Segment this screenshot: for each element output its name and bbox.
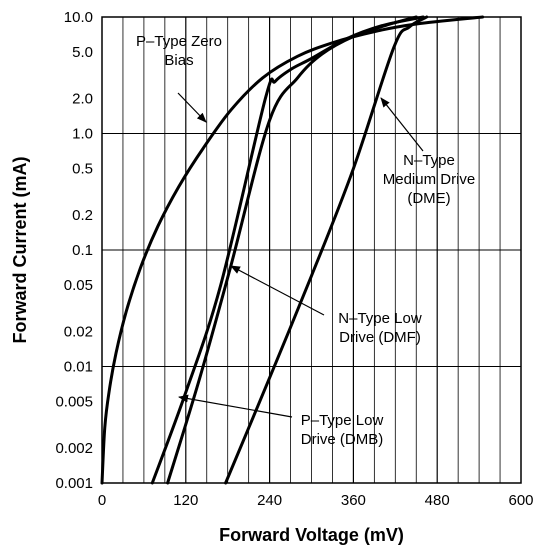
annotation-label: N–Type Medium Drive (DME) [383,152,476,207]
y-tick-label: 0.001 [55,475,93,492]
annotation-label: P–Type Low Drive (DMB) [301,412,384,448]
y-tick-label: 2.0 [72,90,93,107]
x-tick-label: 0 [98,492,106,509]
x-tick-label: 240 [257,492,282,509]
annotation-n-type-medium-drive: N–Type Medium Drive (DME) [380,97,476,207]
x-tick-label: 120 [173,492,198,509]
y-tick-label: 0.5 [72,161,93,178]
y-tick-label: 1.0 [72,126,93,143]
plot-frame [101,16,522,484]
y-tick-label: 0.05 [64,277,93,294]
n-type-medium-drive-curve [224,15,429,485]
annotation-arrow [178,394,293,418]
annotation-p-type-zero-bias: P–Type Zero Bias [136,33,222,123]
x-tick-label: 360 [341,492,366,509]
y-tick-label: 0.002 [55,440,93,457]
annotation-label: N–Type Low Drive (DMF) [338,310,422,346]
y-tick-label: 5.0 [72,44,93,61]
grid [102,17,521,483]
y-tick-label: 0.02 [64,323,93,340]
y-tick-label: 10.0 [64,9,93,26]
y-tick-label: 0.1 [72,242,93,259]
annotation-n-type-low-drive: N–Type Low Drive (DMF) [230,265,422,346]
annotations: P–Type Zero Bias N–Type Medium Drive (DME) N–… [136,33,475,448]
tick-labels: 0.001 0.002 0.005 0.01 0.02 0.05 0.1 0.2 0.5 1.0 2… [55,9,533,509]
annotation-arrow [177,92,207,123]
annotation-label: P–Type Zero Bias [136,33,222,69]
n-type-low-drive-curve [166,15,418,485]
annotation-p-type-low-drive: P–Type Low Drive (DMB) [178,394,384,448]
annotation-arrow [230,265,325,316]
y-tick-label: 0.2 [72,207,93,224]
x-axis-title: Forward Voltage (mV) [219,525,404,545]
y-tick-label: 0.005 [55,394,93,411]
y-tick-label: 0.01 [64,359,93,376]
series-group [100,15,485,485]
y-axis-title: Forward Current (mA) [10,156,30,343]
x-tick-label: 600 [508,492,533,509]
annotation-arrow [380,97,424,152]
x-tick-label: 480 [425,492,450,509]
